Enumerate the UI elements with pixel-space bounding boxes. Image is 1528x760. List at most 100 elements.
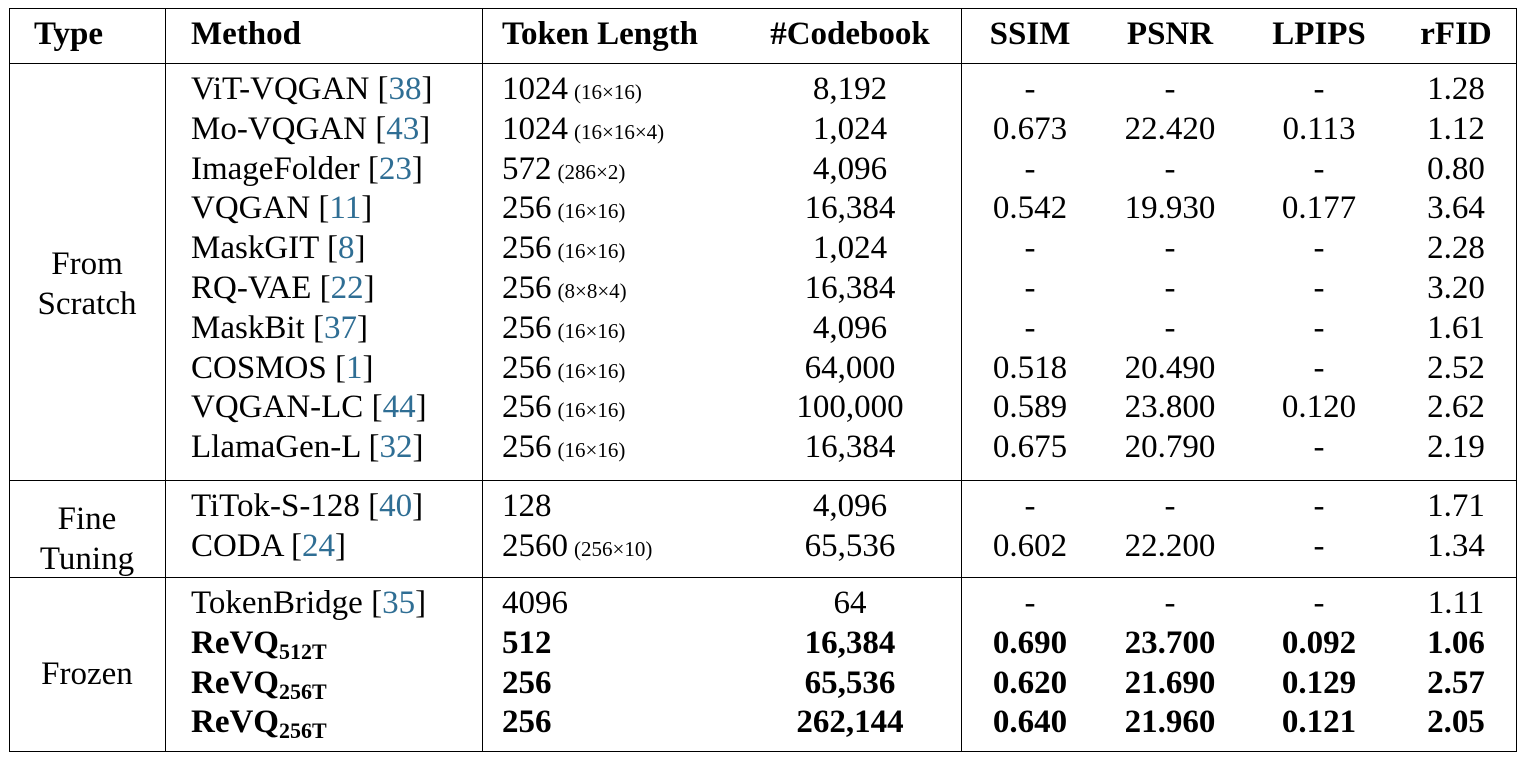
psnr-cell: 21.960 [1124, 704, 1216, 741]
psnr-cell: 23.700 [1124, 624, 1216, 661]
codebook-divider [961, 9, 962, 751]
token-length-value: 256 [502, 429, 552, 466]
token-length-cell: 512 [502, 623, 552, 663]
header-psnr: PSNR [1126, 16, 1214, 52]
psnr-cell: 23.800 [1124, 389, 1216, 426]
rfid-cell: 1.28 [1427, 71, 1485, 107]
token-length-value: 256 [502, 309, 552, 346]
group-rule-2 [10, 577, 1516, 578]
citation[interactable]: [37] [304, 309, 368, 346]
method-cell: ReVQ256T [191, 663, 327, 712]
rfid-cell: 1.12 [1427, 110, 1485, 147]
method-cell: MaskGIT [8] [191, 228, 365, 268]
psnr-cell: 22.420 [1124, 110, 1216, 147]
rfid-cell: 3.20 [1427, 270, 1485, 306]
psnr-cell: 20.490 [1124, 349, 1216, 386]
token-length-cell: 256 (8×8×4) [502, 268, 627, 311]
token-length-cell: 256 (16×16) [502, 427, 625, 470]
ssim-cell: 0.675 [992, 429, 1068, 466]
citation[interactable]: [23] [359, 150, 423, 187]
lpips-cell: 0.177 [1281, 190, 1357, 227]
method-name: VQGAN [191, 190, 311, 227]
lpips-cell: 0.129 [1281, 664, 1357, 701]
group-type-line: Fine [57, 501, 117, 537]
rfid-cell: 3.64 [1427, 190, 1485, 227]
citation-number[interactable]: 37 [323, 309, 357, 346]
method-divider [482, 9, 483, 751]
citation[interactable]: [35] [362, 585, 427, 621]
method-cell: MaskBit [37] [191, 308, 368, 348]
token-length-cell: 256 (16×16) [502, 387, 625, 430]
rfid-cell: 2.57 [1427, 664, 1485, 701]
type-divider [165, 9, 166, 751]
codebook-cell: 16,384 [804, 624, 896, 661]
lpips-cell: - [1313, 488, 1325, 524]
citation[interactable]: [38] [369, 71, 433, 107]
method-cell: Mo-VQGAN [43] [191, 109, 430, 149]
citation[interactable]: [22] [311, 270, 375, 306]
ssim-cell: - [1024, 150, 1036, 187]
lpips-cell: 0.120 [1281, 389, 1357, 426]
citation-number[interactable]: 32 [379, 429, 413, 466]
method-name: ReVQ [191, 664, 279, 701]
citation[interactable]: [8] [318, 230, 366, 267]
group-rule-1 [10, 480, 1516, 481]
citation[interactable]: [11] [310, 190, 373, 227]
header-codebook: #Codebook [770, 16, 930, 52]
method-name: LlamaGen-L [191, 429, 361, 466]
method-cell: COSMOS [1] [191, 348, 373, 388]
psnr-cell: 19.930 [1124, 190, 1216, 227]
citation-number[interactable]: 23 [378, 150, 412, 187]
codebook-cell: 4,096 [812, 309, 888, 346]
citation[interactable]: [32] [360, 429, 424, 466]
method-name: ViT-VQGAN [191, 71, 370, 107]
lpips-cell: - [1313, 230, 1325, 267]
token-length-value: 256 [502, 704, 552, 741]
token-length-cell: 256 (16×16) [502, 308, 625, 351]
codebook-cell: 1,024 [812, 110, 888, 147]
citation-number[interactable]: 44 [382, 389, 416, 426]
citation-number[interactable]: 43 [386, 110, 420, 147]
lpips-cell: - [1313, 71, 1325, 107]
citation[interactable]: [44] [363, 389, 427, 426]
lpips-cell: - [1313, 150, 1325, 187]
method-name: MaskGIT [191, 230, 319, 267]
method-cell: ViT-VQGAN [38] [191, 69, 433, 109]
token-length-value: 256 [502, 230, 552, 267]
ssim-cell: - [1024, 230, 1036, 267]
citation[interactable]: [24] [282, 527, 346, 564]
citation-number[interactable]: 11 [329, 190, 362, 227]
citation-number[interactable]: 22 [330, 270, 364, 306]
citation-number[interactable]: 40 [379, 488, 413, 524]
citation[interactable]: [1] [326, 349, 374, 386]
group-type-label: From Scratch [12, 244, 162, 324]
ssim-cell: 0.673 [992, 110, 1068, 147]
codebook-cell: 262,144 [796, 704, 904, 741]
codebook-cell: 65,536 [804, 664, 896, 701]
codebook-cell: 65,536 [804, 527, 896, 564]
token-length-shape: (16×16×4) [574, 119, 665, 144]
citation[interactable]: [43] [367, 110, 431, 147]
method-cell: CODA [24] [191, 526, 346, 566]
method-name: TiTok-S-128 [191, 488, 360, 524]
citation[interactable]: [40] [359, 488, 424, 524]
method-cell: TiTok-S-128 [40] [191, 486, 423, 526]
token-length-value: 512 [502, 624, 552, 661]
citation-number[interactable]: 8 [337, 230, 355, 267]
method-cell: ImageFolder [23] [191, 149, 423, 189]
psnr-cell: 20.790 [1124, 429, 1216, 466]
method-name: ReVQ [191, 704, 279, 741]
token-length-cell: 256 (16×16) [502, 188, 625, 231]
citation-number[interactable]: 24 [301, 527, 335, 564]
citation-number[interactable]: 1 [345, 349, 363, 386]
rfid-cell: 1.34 [1427, 527, 1485, 564]
token-length-cell: 2560 (256×10) [502, 526, 652, 569]
codebook-cell: 64,000 [804, 349, 896, 386]
ssim-cell: - [1024, 585, 1036, 621]
method-name: RQ-VAE [191, 270, 312, 306]
codebook-cell: 4,096 [812, 488, 888, 524]
citation-number[interactable]: 35 [382, 585, 416, 621]
psnr-cell: - [1164, 71, 1176, 107]
lpips-cell: - [1313, 429, 1325, 466]
citation-number[interactable]: 38 [388, 71, 422, 107]
